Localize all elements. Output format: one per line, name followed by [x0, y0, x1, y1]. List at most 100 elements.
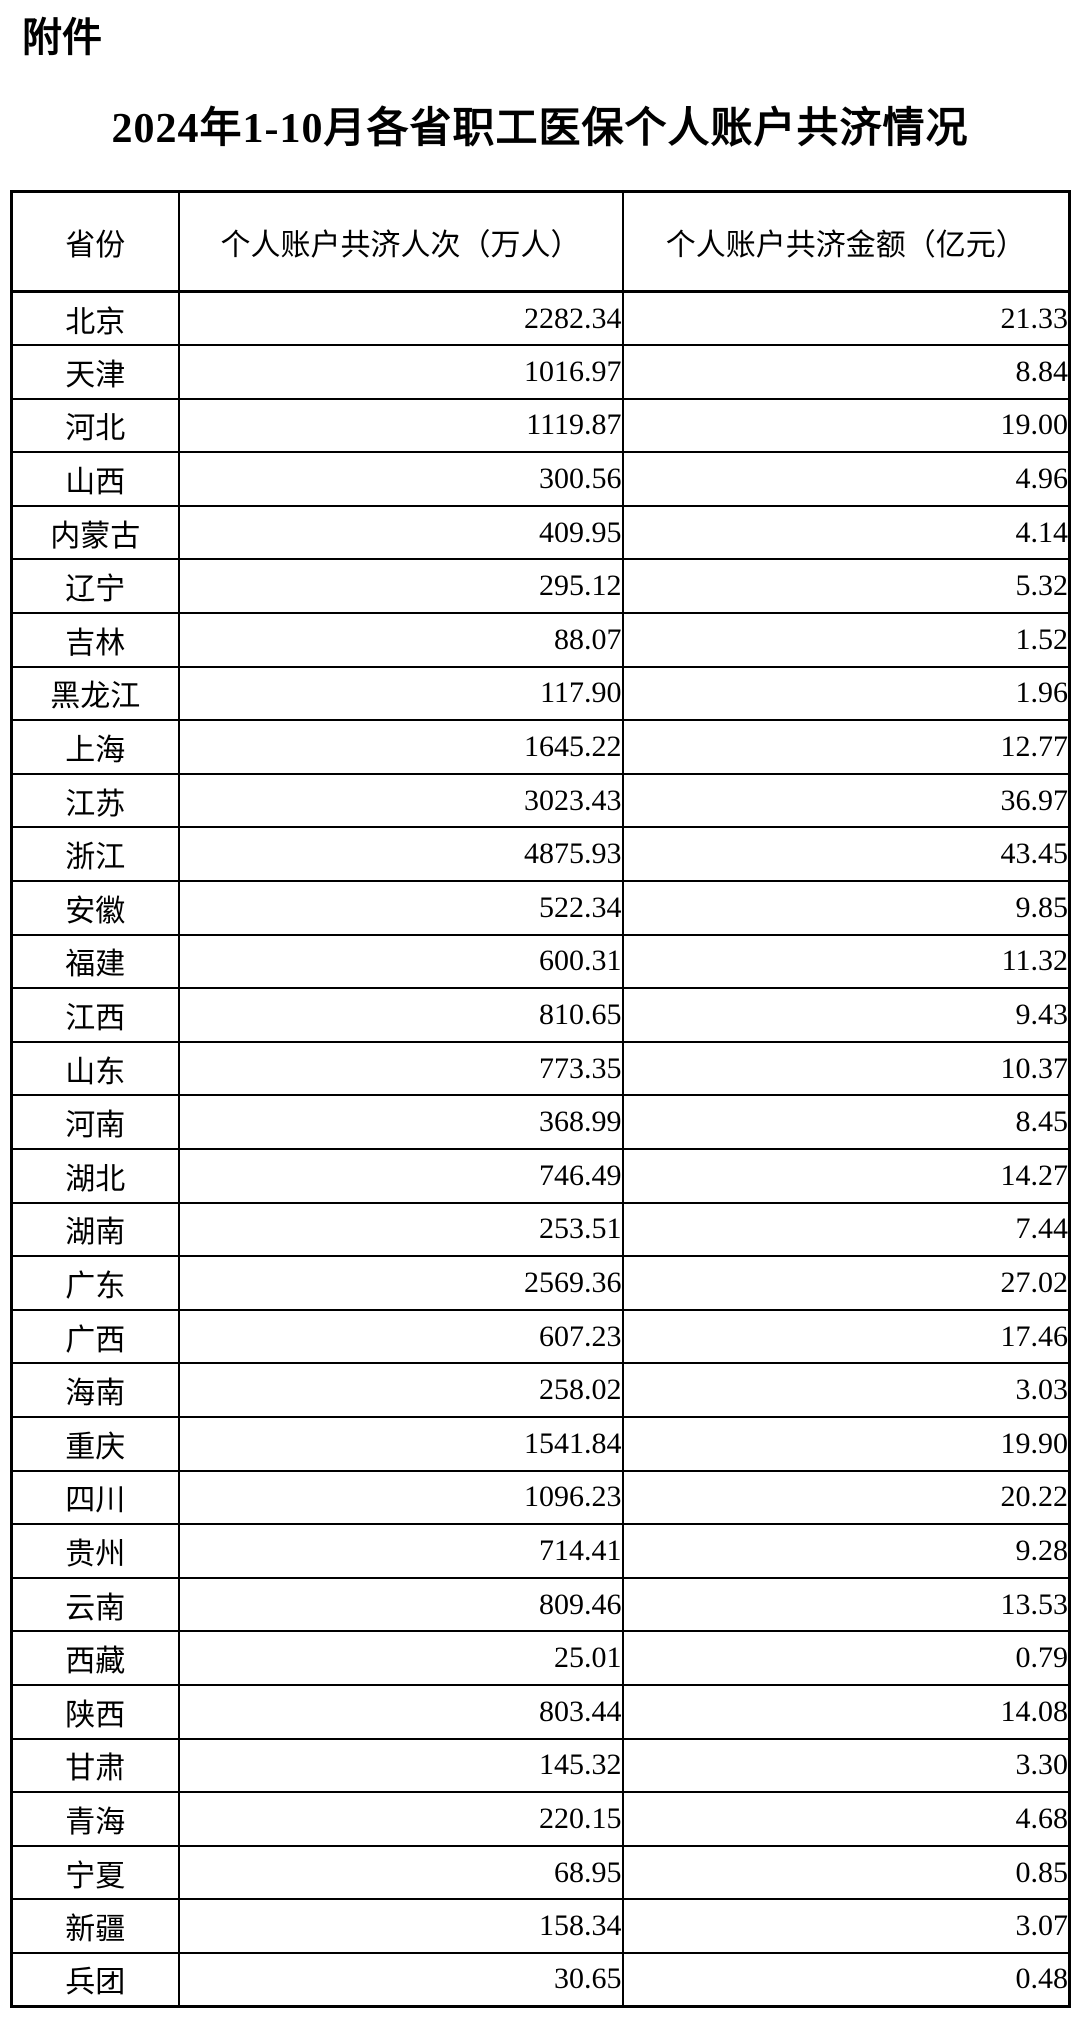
amount-cell: 4.68 [621, 1791, 1071, 1847]
persons-cell: 368.99 [177, 1094, 624, 1150]
table-row: 河北 1119.87 19.00 [10, 397, 1071, 454]
column-header-amount: 个人账户共济金额（亿元） [621, 190, 1071, 293]
table-row: 贵州 714.41 9.28 [10, 1523, 1071, 1579]
persons-cell: 117.90 [177, 665, 624, 722]
province-cell: 山东 [10, 1040, 180, 1097]
province-cell: 吉林 [10, 612, 180, 668]
page-title: 2024年1-10月各省职工医保个人账户共济情况 [111, 106, 969, 152]
province-cell: 江西 [10, 987, 180, 1043]
persons-cell: 522.34 [177, 880, 624, 936]
amount-cell: 27.02 [621, 1255, 1071, 1311]
persons-cell: 1541.84 [177, 1415, 624, 1472]
table-row: 广西 607.23 17.46 [10, 1308, 1071, 1365]
province-cell: 宁夏 [10, 1844, 180, 1901]
province-cell: 湖北 [10, 1148, 180, 1204]
amount-cell: 3.07 [621, 1898, 1071, 1954]
table-header-row: 省份 个人账户共济人次（万人） 个人账户共济金额（亿元） [10, 190, 1071, 293]
table-row: 吉林 88.07 1.52 [10, 612, 1071, 668]
table-row: 天津 1016.97 8.84 [10, 344, 1071, 400]
province-cell: 贵州 [10, 1523, 180, 1579]
persons-cell: 253.51 [177, 1201, 624, 1258]
persons-cell: 1119.87 [177, 397, 624, 454]
province-cell: 辽宁 [10, 558, 180, 615]
amount-cell: 10.37 [621, 1040, 1071, 1097]
table-row: 辽宁 295.12 5.32 [10, 558, 1071, 615]
province-cell: 河南 [10, 1094, 180, 1150]
amount-cell: 43.45 [621, 826, 1071, 883]
table-row: 宁夏 68.95 0.85 [10, 1844, 1071, 1901]
persons-cell: 409.95 [177, 504, 624, 561]
province-cell: 广西 [10, 1308, 180, 1365]
persons-cell: 4875.93 [177, 826, 624, 883]
persons-cell: 803.44 [177, 1683, 624, 1740]
table-row: 福建 600.31 11.32 [10, 933, 1071, 990]
province-cell: 福建 [10, 933, 180, 990]
province-cell: 北京 [10, 290, 180, 347]
amount-cell: 8.84 [621, 344, 1071, 400]
persons-cell: 30.65 [177, 1951, 624, 2008]
amount-cell: 5.32 [621, 558, 1071, 615]
table-row: 内蒙古 409.95 4.14 [10, 504, 1071, 561]
table-row: 云南 809.46 13.53 [10, 1576, 1071, 1633]
province-table: 省份 个人账户共济人次（万人） 个人账户共济金额（亿元） 北京 2282.34 21… [10, 190, 1071, 2008]
table-row: 山西 300.56 4.96 [10, 451, 1071, 507]
persons-cell: 88.07 [177, 612, 624, 668]
table-row: 湖南 253.51 7.44 [10, 1201, 1071, 1258]
table-row: 青海 220.15 4.68 [10, 1791, 1071, 1847]
province-cell: 甘肃 [10, 1737, 180, 1794]
amount-cell: 0.85 [621, 1844, 1071, 1901]
table-row: 江西 810.65 9.43 [10, 987, 1071, 1043]
column-header-persons: 个人账户共济人次（万人） [177, 190, 624, 293]
persons-cell: 295.12 [177, 558, 624, 615]
persons-cell: 68.95 [177, 1844, 624, 1901]
table-row: 陕西 803.44 14.08 [10, 1683, 1071, 1740]
province-cell: 上海 [10, 719, 180, 775]
persons-cell: 145.32 [177, 1737, 624, 1794]
table-row: 山东 773.35 10.37 [10, 1040, 1071, 1097]
table-row: 江苏 3023.43 36.97 [10, 772, 1071, 829]
persons-cell: 300.56 [177, 451, 624, 507]
table-row: 湖北 746.49 14.27 [10, 1148, 1071, 1204]
table-row: 西藏 25.01 0.79 [10, 1630, 1071, 1686]
column-header-province: 省份 [10, 190, 180, 293]
table-row: 黑龙江 117.90 1.96 [10, 665, 1071, 722]
province-cell: 浙江 [10, 826, 180, 883]
table-row: 甘肃 145.32 3.30 [10, 1737, 1071, 1794]
amount-cell: 4.14 [621, 504, 1071, 561]
province-cell: 云南 [10, 1576, 180, 1633]
province-cell: 江苏 [10, 772, 180, 829]
table-row: 新疆 158.34 3.07 [10, 1898, 1071, 1954]
amount-cell: 36.97 [621, 772, 1071, 829]
persons-cell: 607.23 [177, 1308, 624, 1365]
persons-cell: 2282.34 [177, 290, 624, 347]
amount-cell: 1.52 [621, 612, 1071, 668]
table-row: 上海 1645.22 12.77 [10, 719, 1071, 775]
amount-cell: 20.22 [621, 1469, 1071, 1526]
persons-cell: 25.01 [177, 1630, 624, 1686]
province-cell: 安徽 [10, 880, 180, 936]
province-cell: 天津 [10, 344, 180, 400]
amount-cell: 12.77 [621, 719, 1071, 775]
table-body: 北京 2282.34 21.33 天津 1016.97 8.84 河北 1119.87 19.0… [10, 290, 1071, 2008]
province-cell: 四川 [10, 1469, 180, 1526]
amount-cell: 9.43 [621, 987, 1071, 1043]
persons-cell: 810.65 [177, 987, 624, 1043]
amount-cell: 1.96 [621, 665, 1071, 722]
table-row: 海南 258.02 3.03 [10, 1362, 1071, 1418]
persons-cell: 1096.23 [177, 1469, 624, 1526]
province-cell: 陕西 [10, 1683, 180, 1740]
table-row: 广东 2569.36 27.02 [10, 1255, 1071, 1311]
amount-cell: 17.46 [621, 1308, 1071, 1365]
table-row: 北京 2282.34 21.33 [10, 290, 1071, 347]
persons-cell: 714.41 [177, 1523, 624, 1579]
persons-cell: 2569.36 [177, 1255, 624, 1311]
province-cell: 河北 [10, 397, 180, 454]
province-cell: 海南 [10, 1362, 180, 1418]
amount-cell: 0.79 [621, 1630, 1071, 1686]
persons-cell: 773.35 [177, 1040, 624, 1097]
persons-cell: 1645.22 [177, 719, 624, 775]
persons-cell: 258.02 [177, 1362, 624, 1418]
amount-cell: 14.27 [621, 1148, 1071, 1204]
persons-cell: 600.31 [177, 933, 624, 990]
province-cell: 重庆 [10, 1415, 180, 1472]
